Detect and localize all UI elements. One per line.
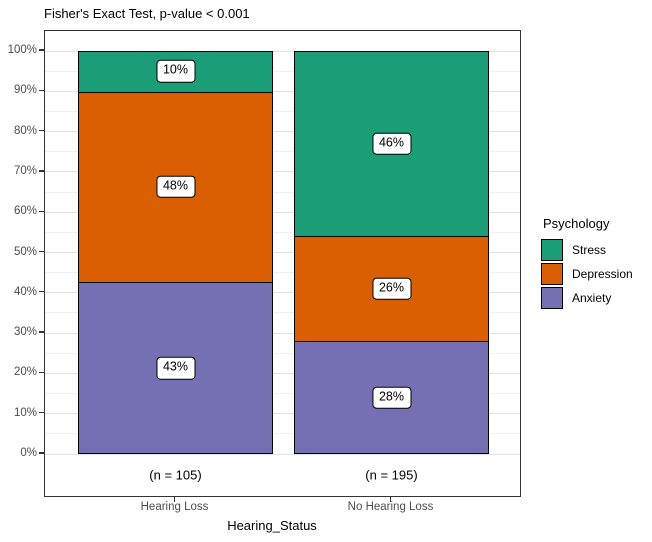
legend-items: Stress Depression Anxiety [541,239,633,309]
plot-title: Fisher's Exact Test, p-value < 0.001 [44,6,250,21]
y-tick-label: 10% [13,406,37,419]
y-axis-tick [38,49,44,51]
legend-key-anxiety [541,287,563,309]
percent-label-stress: 46% [371,132,412,155]
gridline-minor [45,191,520,193]
y-tick-label: 70% [13,164,37,177]
y-tick-label: 90% [13,84,37,97]
plot-panel: 10% 48% 43% (n = 105) 46% 26% 28% (n = 195) [44,30,521,497]
y-tick-label: 40% [13,285,37,298]
legend-key-stress [541,239,563,261]
y-axis-tick [38,371,44,374]
y-tick-label: 20% [13,366,37,379]
y-tick-label: 0% [20,447,37,459]
x-axis-title: Hearing_Status [227,518,317,533]
count-label: (n = 105) [149,467,202,483]
y-axis-tick [38,89,44,91]
gridline-minor [45,151,520,153]
legend-label-anxiety: Anxiety [572,291,612,305]
y-axis-tick [38,250,44,253]
x-tick-label: No Hearing Loss [347,501,434,513]
legend-item-anxiety: Anxiety [541,287,633,309]
x-axis-tick [173,497,176,502]
y-tick-label: 30% [13,326,37,339]
gridline-minor [45,352,520,354]
percent-label-depression: 26% [371,277,412,301]
percent-label-stress: 10% [155,59,196,83]
gridline-major [45,90,520,92]
gridline-minor [45,393,520,395]
gridline-major [45,131,520,133]
legend-label-stress: Stress [572,243,607,257]
y-axis-tick [38,291,44,293]
gridline-major [45,372,520,374]
y-axis-tick [38,412,44,414]
gridline-minor [45,272,520,274]
y-tick-label: 80% [13,124,37,137]
y-axis-tick [38,452,44,454]
y-axis-tick [38,331,44,333]
y-tick-label: 100% [7,44,37,56]
legend-item-stress: Stress [541,239,633,261]
legend-title: Psychology [543,216,610,231]
gridline-minor [45,70,520,72]
gridline-minor [45,231,520,233]
gridline-minor [45,433,520,435]
percent-label-anxiety: 43% [155,356,196,380]
y-axis-tick [38,210,44,212]
x-axis-tick [389,497,392,502]
gridline-major [45,171,520,173]
legend-key-depression [541,263,563,285]
bar-hearing-loss [78,51,273,454]
y-tick-label: 60% [13,205,37,218]
legend-label-depression: Depression [572,267,633,281]
gridline-minor [45,110,520,112]
percent-label-depression: 48% [155,175,196,198]
gridline-major [45,413,520,415]
gridline-major [45,252,520,253]
y-tick-label: 50% [13,245,37,258]
gridline-major [45,211,520,213]
count-label: (n = 195) [365,467,418,483]
legend: Psychology Stress Depression Anxiety [541,216,633,311]
percent-label-anxiety: 28% [371,386,412,409]
gridline-minor [45,312,520,314]
y-axis-tick [38,129,44,132]
gridline-major [45,332,520,334]
gridline-major [45,50,520,52]
y-axis-tick [38,170,44,172]
gridline-major [45,292,520,294]
x-tick-label: Hearing Loss [140,501,209,513]
gridline-major [45,453,520,455]
legend-item-depression: Depression [541,263,633,285]
